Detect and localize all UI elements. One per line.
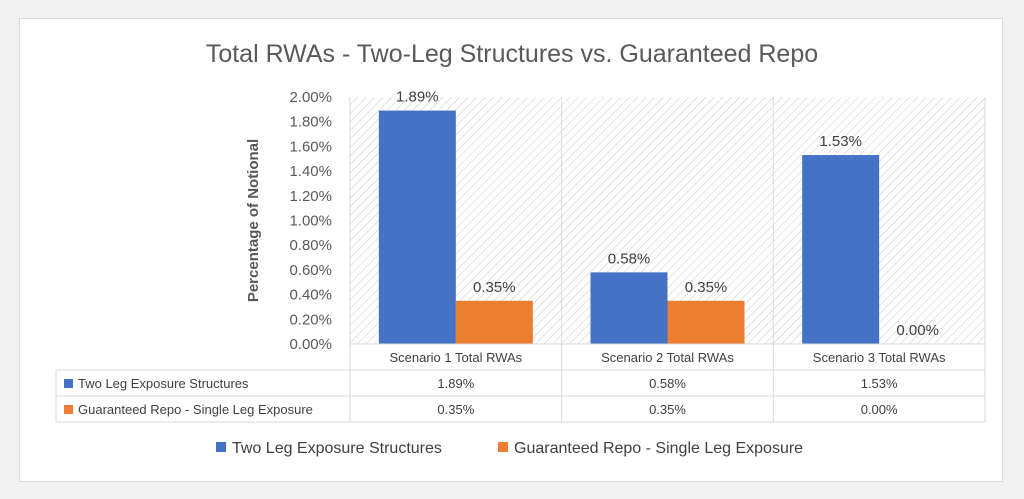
bar-two-leg-3 [802, 155, 880, 344]
table-series-name: Guaranteed Repo - Single Leg Exposure [78, 402, 313, 417]
legend-label: Two Leg Exposure Structures [232, 440, 442, 457]
table-cell: 1.89% [437, 376, 474, 391]
table-cell: 0.58% [649, 376, 686, 391]
y-tick-label: 1.80% [289, 114, 332, 131]
category-label: Scenario 2 Total RWAs [601, 350, 734, 365]
bar-two-leg-2 [590, 272, 668, 344]
data-label: 0.58% [608, 250, 651, 267]
legend-label: Guaranteed Repo - Single Leg Exposure [514, 440, 803, 457]
data-label: 0.35% [473, 279, 516, 296]
category-label: Scenario 3 Total RWAs [813, 350, 946, 365]
data-label: 0.00% [896, 322, 939, 339]
y-tick-label: 1.60% [289, 138, 332, 155]
data-label: 1.89% [396, 89, 439, 106]
table-series-name: Two Leg Exposure Structures [78, 376, 249, 391]
chart: Total RWAs - Two-Leg Structures vs. Guar… [55, 40, 986, 457]
category-label: Scenario 1 Total RWAs [389, 350, 522, 365]
bar-two-leg-1 [378, 110, 456, 345]
table-cell: 1.53% [861, 376, 898, 391]
y-tick-label: 1.40% [289, 163, 332, 180]
table-legend-key [64, 379, 73, 388]
y-tick-label: 0.40% [289, 287, 332, 304]
bar-guaranteed-repo-1 [455, 300, 533, 344]
table-cell: 0.35% [649, 402, 686, 417]
chart-title: Total RWAs - Two-Leg Structures vs. Guar… [206, 40, 818, 68]
y-tick-label: 2.00% [289, 89, 332, 106]
y-tick-label: 0.00% [289, 336, 332, 353]
y-axis-label: Percentage of Notional [245, 139, 262, 302]
table-cell: 0.35% [437, 402, 474, 417]
y-tick-label: 0.20% [289, 311, 332, 328]
legend-key [498, 442, 508, 452]
table-legend-key [64, 405, 73, 414]
y-tick-label: 0.60% [289, 262, 332, 279]
y-tick-label: 1.20% [289, 188, 332, 205]
bar-guaranteed-repo-2 [667, 300, 745, 344]
legend-key [216, 442, 226, 452]
y-tick-label: 1.00% [289, 213, 332, 230]
table-cell: 0.00% [861, 402, 898, 417]
data-label: 0.35% [685, 279, 728, 296]
y-tick-label: 0.80% [289, 237, 332, 254]
chart-frame: Total RWAs - Two-Leg Structures vs. Guar… [19, 18, 1003, 482]
data-label: 1.53% [819, 133, 862, 150]
